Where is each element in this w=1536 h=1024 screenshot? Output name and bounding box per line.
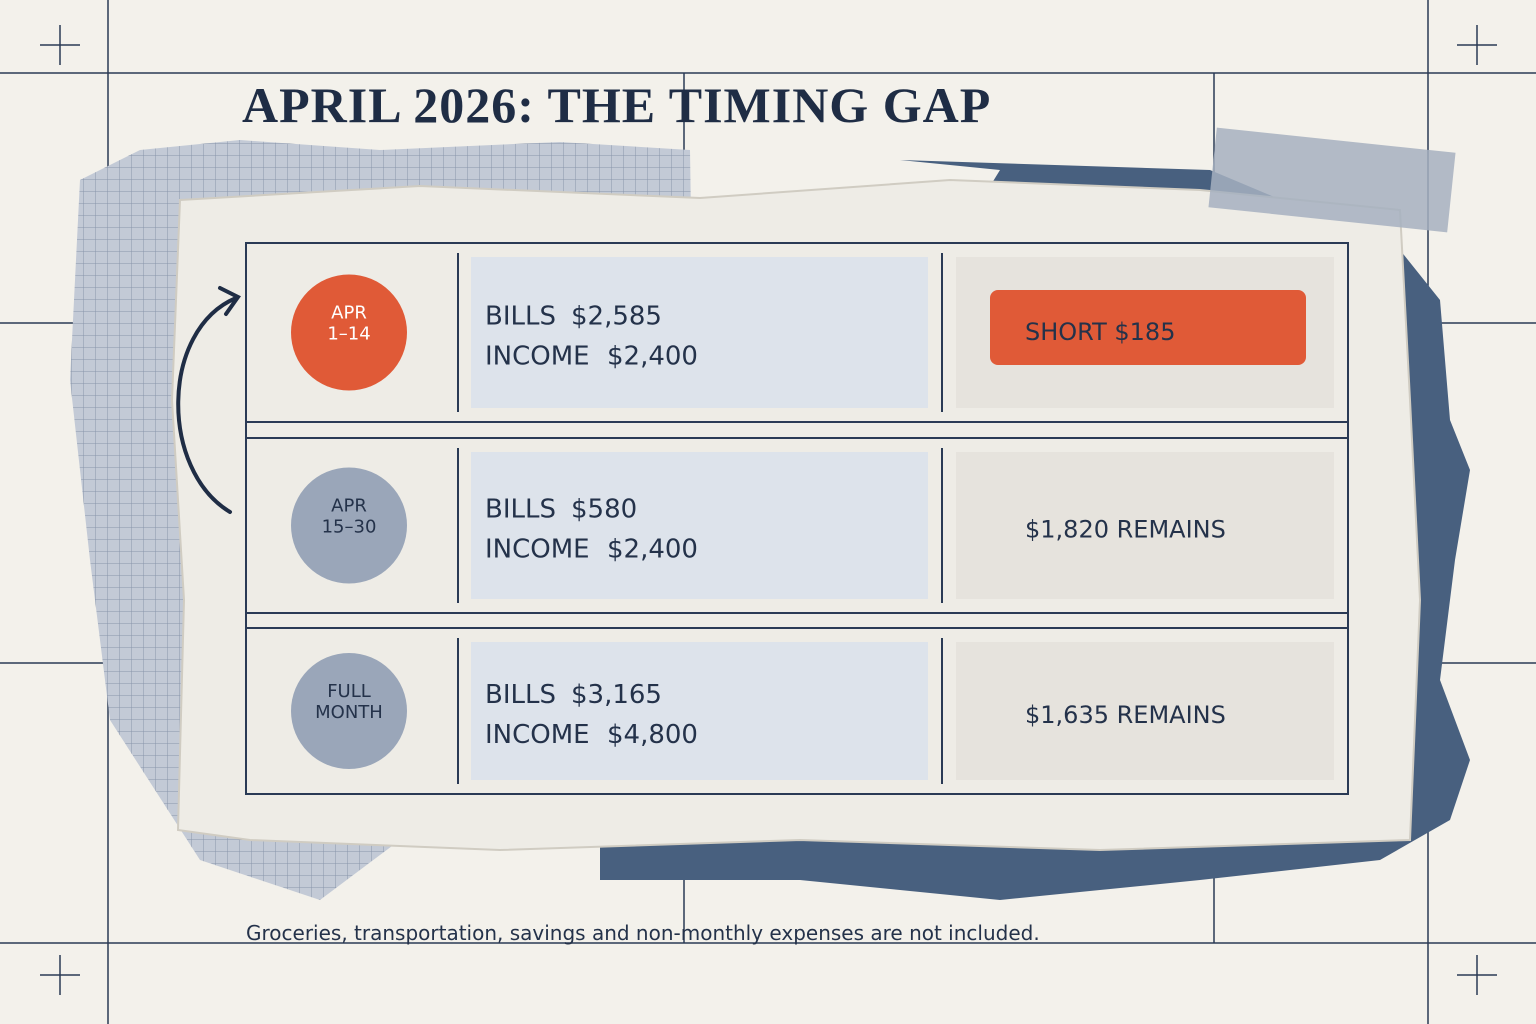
result-cell xyxy=(956,452,1334,599)
bills-value: $580 xyxy=(571,495,637,525)
income-value: $4,800 xyxy=(607,720,698,750)
income-label: INCOME xyxy=(485,342,590,372)
income-value: $2,400 xyxy=(607,342,698,372)
bills-label: BILLS xyxy=(485,680,556,710)
result: SHORT $185 xyxy=(1025,318,1175,346)
result-cell xyxy=(956,642,1334,780)
period-label: APR xyxy=(331,496,367,517)
period-label: 15–30 xyxy=(322,517,377,538)
income-label: INCOME xyxy=(485,535,590,565)
amounts-cell xyxy=(471,452,928,599)
period-label: APR xyxy=(331,303,367,324)
tape xyxy=(1208,127,1456,233)
result: $1,635 REMAINS xyxy=(1025,701,1226,729)
amounts-cell xyxy=(471,642,928,780)
bills-label: BILLS xyxy=(485,302,556,332)
income-value: $2,400 xyxy=(607,535,698,565)
period-label: MONTH xyxy=(315,702,383,723)
bills-label: BILLS xyxy=(485,495,556,525)
amounts-cell xyxy=(471,257,928,408)
result: $1,820 REMAINS xyxy=(1025,516,1226,544)
shortfall-badge xyxy=(990,290,1306,365)
title: APRIL 2026: THE TIMING GAP xyxy=(242,77,991,133)
period-badge xyxy=(291,653,407,769)
income-label: INCOME xyxy=(485,720,590,750)
footnote: Groceries, transportation, savings and n… xyxy=(246,921,1040,945)
bills-value: $3,165 xyxy=(571,680,662,710)
period-badge xyxy=(291,467,407,584)
period-badge xyxy=(291,274,407,391)
arrow xyxy=(176,286,241,514)
table-frame xyxy=(245,242,1349,795)
period-label: FULL xyxy=(327,681,371,702)
period-label: 1–14 xyxy=(327,324,370,345)
bills-value: $2,585 xyxy=(571,302,662,332)
